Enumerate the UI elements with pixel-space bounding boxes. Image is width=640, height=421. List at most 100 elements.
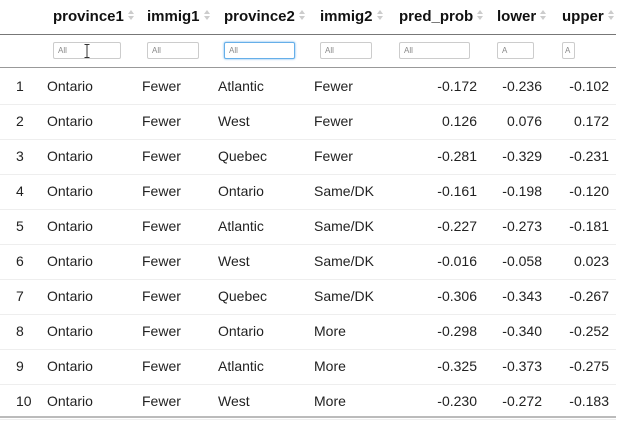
table-row[interactable]: 2 Ontario Fewer West Fewer 0.126 0.076 0.172 bbox=[0, 104, 616, 140]
col-header-label: immig2 bbox=[320, 8, 373, 25]
immig2-cell: Fewer bbox=[314, 148, 353, 164]
province2-cell: Atlantic bbox=[218, 358, 264, 374]
table-bottom-border bbox=[0, 416, 616, 418]
filter-upper-input[interactable] bbox=[562, 42, 575, 59]
row-number-cell: 3 bbox=[16, 148, 24, 164]
province2-cell: West bbox=[218, 113, 250, 129]
upper-cell: -0.231 bbox=[569, 148, 609, 164]
filter-immig2-input[interactable] bbox=[320, 42, 372, 59]
province2-cell: Atlantic bbox=[218, 218, 264, 234]
table-row[interactable]: 1 Ontario Fewer Atlantic Fewer -0.172 -0.236 -0… bbox=[0, 69, 616, 105]
upper-cell: -0.183 bbox=[569, 393, 609, 409]
sort-icon[interactable] bbox=[203, 10, 210, 21]
lower-cell: -0.058 bbox=[502, 253, 542, 269]
immig1-cell: Fewer bbox=[142, 358, 181, 374]
province1-cell: Ontario bbox=[47, 358, 93, 374]
immig1-cell: Fewer bbox=[142, 323, 181, 339]
upper-cell: -0.252 bbox=[569, 323, 609, 339]
immig2-cell: Same/DK bbox=[314, 253, 374, 269]
immig1-cell: Fewer bbox=[142, 218, 181, 234]
pred-prob-cell: -0.172 bbox=[437, 78, 477, 94]
table-row[interactable]: 10 Ontario Fewer West More -0.230 -0.272 -0.183 bbox=[0, 384, 616, 420]
province2-cell: West bbox=[218, 253, 250, 269]
lower-cell: -0.329 bbox=[502, 148, 542, 164]
province1-cell: Ontario bbox=[47, 148, 93, 164]
table-row[interactable]: 4 Ontario Fewer Ontario Same/DK -0.161 -0.198 -… bbox=[0, 174, 616, 210]
filter-immig1-input[interactable] bbox=[147, 42, 199, 59]
sort-icon[interactable] bbox=[540, 10, 547, 21]
province1-cell: Ontario bbox=[47, 218, 93, 234]
sort-icon[interactable] bbox=[477, 10, 484, 21]
row-number-cell: 4 bbox=[16, 183, 24, 199]
row-number-cell: 5 bbox=[16, 218, 24, 234]
lower-cell: -0.373 bbox=[502, 358, 542, 374]
col-header-pred-prob[interactable]: pred_prob bbox=[399, 0, 484, 34]
province2-cell: Ontario bbox=[218, 183, 264, 199]
table-row[interactable]: 8 Ontario Fewer Ontario More -0.298 -0.340 -0.2… bbox=[0, 314, 616, 350]
table-row[interactable]: 6 Ontario Fewer West Same/DK -0.016 -0.058 0.02… bbox=[0, 244, 616, 280]
col-header-upper[interactable]: upper bbox=[562, 0, 614, 34]
row-number-cell: 8 bbox=[16, 323, 24, 339]
immig1-cell: Fewer bbox=[142, 148, 181, 164]
upper-cell: -0.267 bbox=[569, 288, 609, 304]
col-header-province2[interactable]: province2 bbox=[224, 0, 305, 34]
lower-cell: -0.236 bbox=[502, 78, 542, 94]
lower-cell: -0.272 bbox=[502, 393, 542, 409]
upper-cell: -0.102 bbox=[569, 78, 609, 94]
province2-cell: Quebec bbox=[218, 148, 268, 164]
immig1-cell: Fewer bbox=[142, 78, 181, 94]
filter-province2-input[interactable] bbox=[224, 42, 295, 59]
col-header-lower[interactable]: lower bbox=[497, 0, 547, 34]
upper-cell: 0.023 bbox=[573, 253, 609, 269]
province1-cell: Ontario bbox=[47, 113, 93, 129]
table-row[interactable]: 7 Ontario Fewer Quebec Same/DK -0.306 -0.343 -0… bbox=[0, 279, 616, 315]
immig1-cell: Fewer bbox=[142, 288, 181, 304]
sort-icon[interactable] bbox=[127, 10, 134, 21]
lower-cell: -0.273 bbox=[502, 218, 542, 234]
row-number-cell: 9 bbox=[16, 358, 24, 374]
row-number-cell: 1 bbox=[16, 78, 24, 94]
province1-cell: Ontario bbox=[47, 323, 93, 339]
immig2-cell: Same/DK bbox=[314, 218, 374, 234]
table-row[interactable]: 5 Ontario Fewer Atlantic Same/DK -0.227 -0.273… bbox=[0, 209, 616, 245]
text-cursor-icon bbox=[84, 44, 90, 58]
immig2-cell: More bbox=[314, 358, 346, 374]
immig2-cell: Fewer bbox=[314, 113, 353, 129]
lower-cell: -0.340 bbox=[502, 323, 542, 339]
immig2-cell: Same/DK bbox=[314, 288, 374, 304]
upper-cell: -0.120 bbox=[569, 183, 609, 199]
pred-prob-cell: -0.161 bbox=[437, 183, 477, 199]
col-header-label: province1 bbox=[53, 8, 124, 25]
immig2-cell: Fewer bbox=[314, 78, 353, 94]
row-number-cell: 6 bbox=[16, 253, 24, 269]
pred-prob-cell: -0.306 bbox=[437, 288, 477, 304]
col-header-label: upper bbox=[562, 8, 604, 25]
col-header-immig1[interactable]: immig1 bbox=[147, 0, 210, 34]
col-header-immig2[interactable]: immig2 bbox=[320, 0, 383, 34]
lower-cell: 0.076 bbox=[506, 113, 542, 129]
row-number-cell: 10 bbox=[16, 393, 32, 409]
pred-prob-cell: -0.325 bbox=[437, 358, 477, 374]
immig1-cell: Fewer bbox=[142, 183, 181, 199]
lower-cell: -0.198 bbox=[502, 183, 542, 199]
province1-cell: Ontario bbox=[47, 393, 93, 409]
sort-icon[interactable] bbox=[376, 10, 383, 21]
col-header-label: pred_prob bbox=[399, 8, 474, 25]
sort-icon[interactable] bbox=[298, 10, 305, 21]
province1-cell: Ontario bbox=[47, 253, 93, 269]
province2-cell: Quebec bbox=[218, 288, 268, 304]
table-row[interactable]: 3 Ontario Fewer Quebec Fewer -0.281 -0.329 -0.2… bbox=[0, 139, 616, 175]
filter-lower-input[interactable] bbox=[497, 42, 534, 59]
upper-cell: 0.172 bbox=[573, 113, 609, 129]
col-header-province1[interactable]: province1 bbox=[53, 0, 134, 34]
upper-cell: -0.181 bbox=[569, 218, 609, 234]
col-header-label: province2 bbox=[224, 8, 295, 25]
lower-cell: -0.343 bbox=[502, 288, 542, 304]
upper-cell: -0.275 bbox=[569, 358, 609, 374]
filter-pred-prob-input[interactable] bbox=[399, 42, 470, 59]
col-header-label: lower bbox=[497, 8, 537, 25]
table-header: province1 immig1 province2 immig2 pred_p… bbox=[0, 0, 616, 35]
table-row[interactable]: 9 Ontario Fewer Atlantic More -0.325 -0.373 -0.… bbox=[0, 349, 616, 385]
sort-icon[interactable] bbox=[607, 10, 614, 21]
province2-cell: West bbox=[218, 393, 250, 409]
